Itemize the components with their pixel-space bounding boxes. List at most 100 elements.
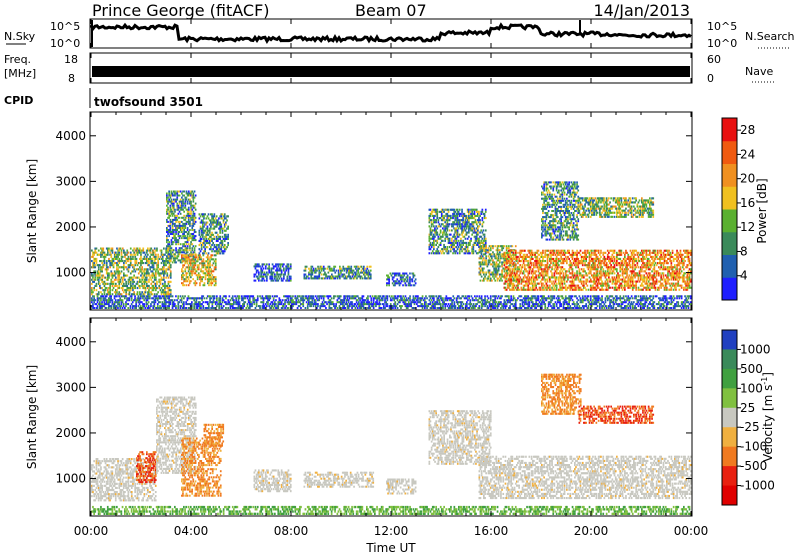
echo-cell [667, 251, 669, 254]
echo-cell [572, 280, 575, 283]
echo-cell [652, 255, 655, 258]
echo-cell [331, 277, 333, 280]
echo-cell [524, 274, 526, 277]
echo-cell [591, 268, 593, 271]
echo-cell [492, 251, 494, 254]
echo-cell [165, 268, 167, 271]
echo-cell [484, 229, 487, 232]
echo-cell [429, 229, 432, 232]
echo-cell [593, 280, 595, 283]
echo-cell [184, 235, 187, 238]
echo-cell [519, 249, 522, 252]
echo-cell [135, 260, 138, 263]
echo-cell [158, 287, 161, 290]
echo-cell [399, 278, 402, 281]
echo-cell [555, 284, 558, 287]
echo-cell [152, 264, 155, 267]
echo-cell [193, 218, 196, 221]
echo-cell [340, 271, 342, 274]
echo-cell [155, 270, 157, 273]
echo-cell [186, 239, 189, 242]
echo-cell [544, 253, 547, 256]
echo-cell [326, 267, 329, 270]
echo-cell [664, 278, 667, 281]
echo-cell [127, 287, 130, 290]
echo-cell [167, 196, 169, 199]
echo-cell [210, 270, 213, 273]
echo-cell [107, 276, 109, 279]
power-heatmap [91, 181, 692, 309]
echo-cell [174, 194, 176, 197]
echo-cell [175, 251, 177, 254]
echo-cell [581, 255, 584, 258]
echo-cell [191, 274, 193, 277]
echo-cell [478, 210, 480, 213]
echo-cell [630, 278, 633, 281]
echo-cell [522, 270, 525, 273]
echo-cell [629, 276, 632, 279]
echo-cell [390, 274, 393, 277]
echo-cell [666, 253, 668, 256]
echo-cell [135, 257, 138, 260]
echo-cell [96, 293, 99, 296]
echo-cell [538, 286, 541, 289]
echo-cell [183, 190, 185, 193]
echo-cell [617, 262, 619, 265]
echo-cell [641, 264, 643, 267]
echo-cell [599, 260, 601, 263]
echo-cell [289, 275, 292, 278]
echo-cell [222, 250, 225, 253]
echo-cell [446, 252, 449, 255]
echo-cell [634, 253, 636, 256]
echo-cell [281, 265, 284, 268]
echo-cell [260, 267, 262, 270]
echo-cell [102, 289, 105, 292]
echo-cell [508, 272, 510, 275]
echo-cell [150, 262, 153, 265]
echo-cell [461, 219, 463, 222]
echo-cell [544, 270, 547, 273]
echo-cell [436, 239, 439, 242]
echo-cell [266, 279, 268, 282]
echo-cell [497, 263, 500, 266]
echo-cell [213, 250, 216, 253]
echo-cell [506, 272, 509, 275]
echo-cell [617, 278, 619, 281]
echo-cell [555, 276, 558, 279]
echo-cell [189, 245, 191, 248]
echo-cell [152, 289, 155, 292]
echo-cell [227, 215, 229, 218]
echo-cell [91, 289, 93, 292]
echo-cell [580, 257, 583, 260]
echo-cell [458, 219, 461, 222]
echo-cell [351, 273, 354, 276]
echo-cell [152, 266, 155, 269]
echo-cell [561, 270, 564, 273]
echo-cell [560, 286, 562, 289]
echo-cell [668, 278, 670, 281]
echo-cell [500, 245, 502, 248]
echo-cell [183, 264, 185, 267]
echo-cell [176, 227, 179, 229]
echo-cell [627, 264, 630, 267]
echo-cell [454, 223, 457, 226]
echo-cell [658, 262, 660, 265]
echo-cell [175, 198, 177, 201]
echo-cell [528, 270, 531, 273]
echo-cell [621, 272, 624, 275]
echo-cell [652, 249, 655, 252]
echo-cell [321, 277, 324, 280]
echo-cell [625, 280, 627, 283]
echo-cell [652, 278, 655, 281]
echo-cell [100, 266, 102, 269]
echo-cell [164, 260, 166, 263]
echo-cell [113, 251, 116, 254]
echo-cell [115, 284, 117, 287]
echo-cell [277, 273, 280, 276]
echo-cell [169, 249, 172, 252]
echo-cell [314, 275, 317, 278]
echo-cell [531, 253, 534, 256]
echo-cell [587, 262, 590, 265]
echo-cell [610, 264, 612, 267]
echo-cell [136, 249, 139, 252]
